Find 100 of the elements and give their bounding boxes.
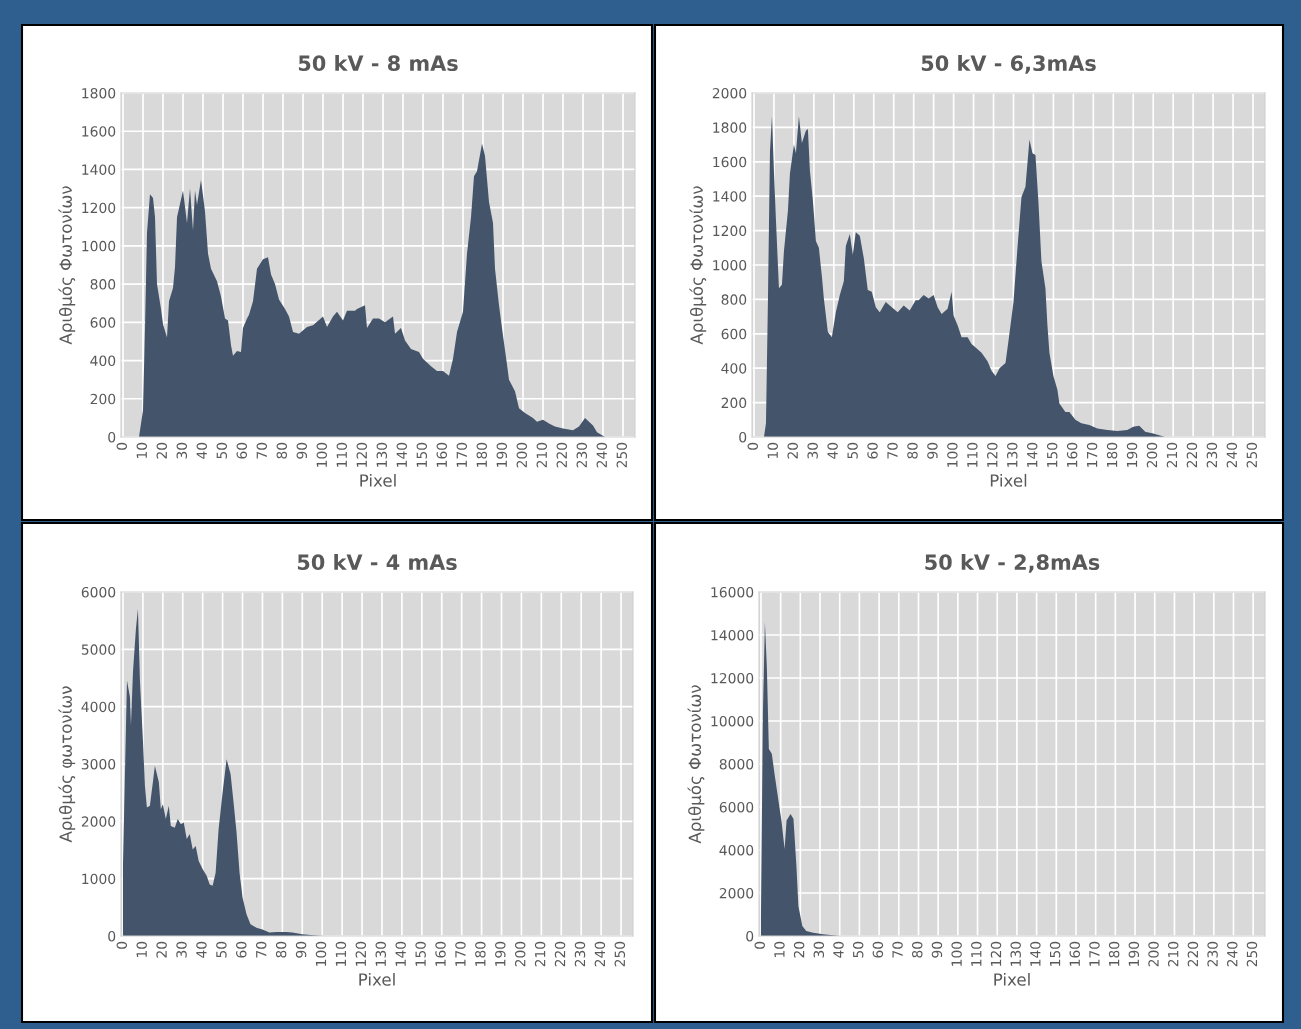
y-tick-label: 2000	[81, 816, 116, 827]
y-axis-title: Αριθμός Φωτονίων	[689, 186, 707, 345]
x-tick-label: 110	[336, 442, 348, 467]
x-tick-label: 60	[236, 941, 247, 958]
x-tick-label: 80	[276, 442, 288, 459]
x-tick-label: 190	[495, 941, 506, 966]
y-tick-label: 600	[721, 328, 747, 340]
y-tick-label: 400	[721, 363, 747, 374]
x-tick-label: 100	[315, 941, 327, 966]
x-tick-label: 0	[116, 442, 128, 450]
x-axis-title: Pixel	[359, 972, 395, 986]
x-tick-label: 250	[616, 442, 628, 468]
y-tick-label: 14000	[711, 629, 754, 641]
y-tick-label: 16000	[711, 586, 754, 598]
y-tick-label: 4000	[719, 844, 754, 856]
x-tick-label: 160	[436, 442, 448, 467]
x-tick-label: 90	[931, 941, 943, 958]
x-tick-label: 70	[256, 442, 268, 459]
y-tick-label: 1400	[82, 164, 116, 175]
y-tick-label: 10000	[711, 715, 754, 727]
x-tick-label: 220	[556, 442, 568, 468]
x-axis-title: Pixel	[994, 972, 1030, 986]
y-tick-label: 3000	[81, 758, 116, 770]
x-tick-label: 190	[1128, 941, 1140, 966]
x-tick-label: 150	[1046, 442, 1058, 467]
x-tick-label: 0	[754, 941, 765, 949]
x-tick-label: 30	[176, 941, 187, 958]
x-tick-label: 250	[614, 941, 626, 967]
y-tick-label: 1800	[82, 87, 116, 99]
x-tick-label: 120	[987, 442, 998, 467]
y-tick-label: 1800	[713, 122, 747, 133]
x-tick-label: 160	[435, 941, 446, 966]
x-tick-label: 10	[136, 442, 148, 459]
x-tick-label: 30	[807, 442, 818, 459]
x-tick-label: 110	[335, 941, 347, 966]
x-tick-label: 160	[1069, 941, 1081, 966]
x-tick-label: 70	[255, 941, 267, 958]
x-tick-label: 140	[1026, 442, 1038, 467]
x-tick-label: 250	[1246, 442, 1258, 468]
x-tick-label: 220	[1187, 941, 1199, 967]
x-tick-label: 180	[1108, 941, 1120, 966]
x-tick-label: 60	[867, 442, 878, 459]
x-tick-label: 80	[275, 941, 287, 958]
x-tick-label: 170	[456, 442, 468, 467]
y-tick-label: 4000	[81, 701, 116, 713]
y-tick-label: 6000	[719, 801, 754, 813]
y-tick-label: 1400	[713, 191, 747, 202]
x-tick-label: 0	[116, 941, 128, 949]
y-tick-label: 5000	[81, 644, 116, 655]
x-tick-label: 30	[176, 442, 188, 459]
y-axis-title: Αριθμός φωτονίων	[58, 686, 76, 843]
x-tick-label: 230	[1207, 941, 1218, 967]
y-tick-label: 2000	[712, 87, 747, 99]
x-tick-label: 10	[136, 941, 147, 958]
x-tick-label: 120	[356, 442, 368, 467]
x-tick-label: 200	[514, 941, 526, 967]
x-axis-title: Pixel	[990, 473, 1027, 487]
x-tick-label: 60	[236, 442, 248, 459]
chart-title: 50 kV - 8 mAs	[298, 54, 458, 72]
y-tick-label: 1000	[713, 259, 747, 271]
x-tick-label: 150	[415, 941, 426, 966]
x-tick-label: 200	[516, 442, 528, 468]
x-tick-label: 10	[767, 442, 778, 459]
x-tick-label: 50	[847, 442, 858, 459]
x-tick-label: 50	[216, 442, 228, 459]
x-tick-label: 120	[990, 941, 1002, 966]
x-tick-label: 230	[576, 442, 588, 468]
x-tick-label: 210	[536, 442, 548, 468]
y-tick-label: 6000	[81, 586, 116, 598]
y-tick-label: 200	[721, 397, 747, 409]
y-tick-label: 800	[721, 294, 747, 305]
x-tick-label: 10	[774, 941, 785, 958]
x-tick-label: 230	[1206, 442, 1218, 468]
x-tick-label: 20	[156, 941, 167, 958]
x-tick-label: 0	[747, 442, 759, 450]
x-tick-label: 50	[852, 941, 864, 958]
y-tick-label: 1000	[82, 873, 116, 885]
y-tick-label: 2000	[719, 887, 754, 899]
x-tick-label: 130	[375, 941, 387, 966]
x-tick-label: 190	[496, 442, 508, 467]
x-tick-label: 140	[395, 941, 406, 966]
x-tick-label: 50	[216, 941, 227, 958]
x-tick-label: 220	[554, 941, 566, 967]
y-tick-label: 200	[90, 393, 116, 405]
x-tick-label: 140	[396, 442, 408, 467]
x-tick-label: 90	[296, 442, 308, 459]
x-tick-label: 80	[907, 442, 918, 459]
x-tick-label: 60	[872, 941, 884, 958]
x-tick-label: 130	[1010, 941, 1021, 966]
x-tick-label: 240	[596, 442, 608, 468]
x-tick-label: 20	[793, 941, 805, 958]
x-tick-label: 40	[196, 941, 207, 958]
x-tick-label: 200	[1148, 941, 1159, 967]
x-tick-label: 40	[827, 442, 838, 459]
x-tick-label: 80	[912, 941, 923, 958]
x-tick-label: 140	[1030, 941, 1041, 966]
x-tick-label: 20	[156, 442, 168, 459]
x-tick-label: 250	[1246, 941, 1258, 967]
x-tick-label: 100	[947, 442, 958, 467]
x-axis-title: Pixel	[360, 473, 396, 487]
